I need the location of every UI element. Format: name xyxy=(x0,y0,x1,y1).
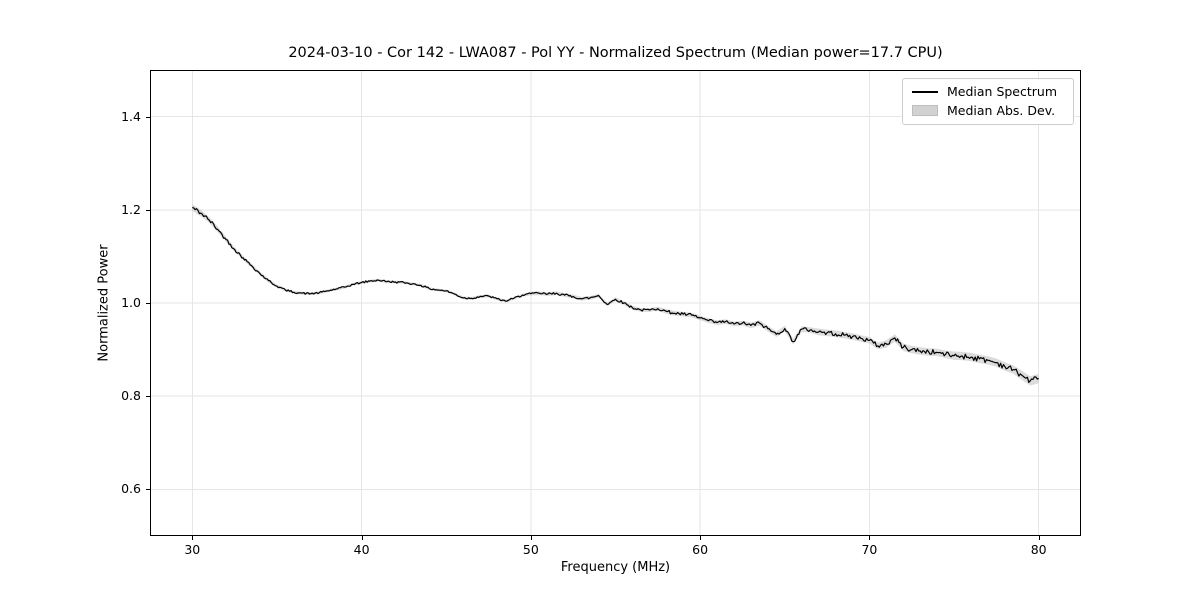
grid-lines xyxy=(150,70,1081,536)
x-tick-label: 50 xyxy=(522,542,539,557)
x-tick-label: 70 xyxy=(861,542,878,557)
y-tick-label: 1.0 xyxy=(121,295,141,310)
median-spectrum-line xyxy=(192,206,1039,383)
x-tick-label: 40 xyxy=(353,542,370,557)
chart-title: 2024-03-10 - Cor 142 - LWA087 - Pol YY -… xyxy=(288,45,943,61)
y-tick-label: 1.2 xyxy=(121,201,141,217)
tick-marks xyxy=(146,117,1040,540)
legend-entry-median-spectrum: Median Spectrum xyxy=(912,84,1065,99)
legend-label: Median Abs. Dev. xyxy=(947,103,1056,118)
x-axis-label: Frequency (MHz) xyxy=(560,560,671,575)
x-tick-label: 80 xyxy=(1030,542,1047,557)
y-tick-label: 0.6 xyxy=(121,481,141,497)
mad-band xyxy=(192,204,1039,386)
x-tick-label: 30 xyxy=(184,542,201,557)
patch-sample-icon xyxy=(912,105,938,116)
legend-entry-median-abs-dev: Median Abs. Dev. xyxy=(912,103,1065,118)
axes-border xyxy=(150,70,1081,536)
legend: Median Spectrum Median Abs. Dev. xyxy=(902,78,1074,125)
line-sample-icon xyxy=(912,90,938,93)
legend-label: Median Spectrum xyxy=(947,84,1058,99)
y-tick-label: 1.4 xyxy=(121,108,141,124)
y-tick-label: 0.8 xyxy=(121,388,141,404)
x-tick-label: 60 xyxy=(692,542,709,557)
